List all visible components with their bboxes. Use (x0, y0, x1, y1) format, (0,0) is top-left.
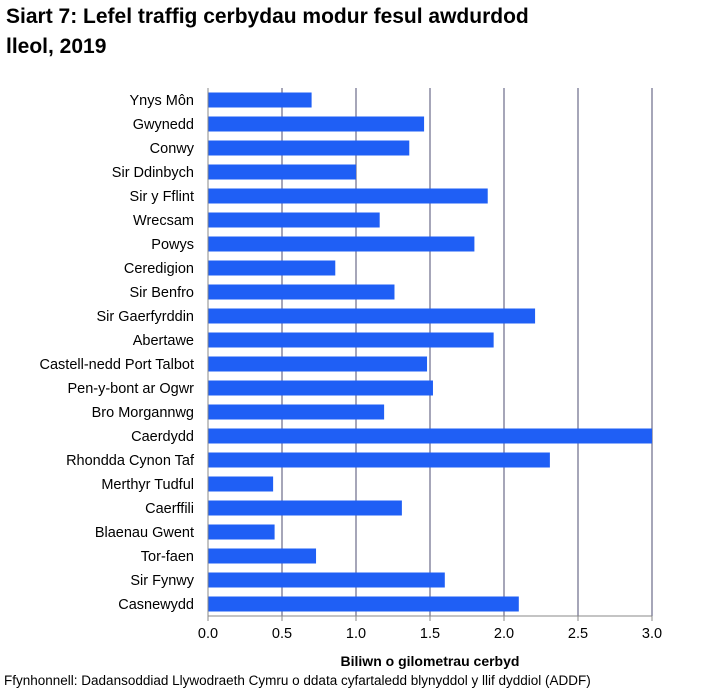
category-label: Wrecsam (133, 213, 194, 229)
category-label: Tor-faen (141, 549, 194, 565)
category-label: Ynys Môn (130, 93, 194, 109)
bar (208, 572, 445, 588)
bar (208, 452, 550, 468)
x-tick-label: 1.5 (420, 626, 440, 642)
category-label: Sir Benfro (130, 285, 194, 301)
chart-title-line-1: Siart 7: Lefel traffig cerbydau modur fe… (6, 5, 529, 28)
category-label: Sir Ddinbych (112, 165, 194, 181)
bar (208, 428, 652, 444)
source-note: Ffynhonnell: Dadansoddiad Llywodraeth Cy… (4, 673, 591, 688)
bar (208, 548, 317, 564)
bar (208, 284, 395, 300)
x-tick-label: 0.0 (198, 626, 218, 642)
x-tick-label: 1.0 (346, 626, 366, 642)
category-label: Bro Morgannwg (92, 405, 194, 421)
category-label: Merthyr Tudful (101, 477, 194, 493)
x-tick-label: 0.5 (272, 626, 292, 642)
bar (208, 596, 519, 612)
bar (208, 500, 402, 516)
bar (208, 476, 274, 492)
bar (208, 140, 410, 156)
bar (208, 92, 312, 108)
chart-title-line-2: lleol, 2019 (6, 35, 107, 58)
bar (208, 236, 475, 252)
category-label: Caerffili (145, 501, 194, 517)
bar (208, 260, 336, 276)
category-label: Abertawe (133, 333, 194, 349)
x-axis-label: Biliwn o gilometrau cerbyd (341, 653, 520, 669)
bar (208, 524, 275, 540)
bar (208, 188, 488, 204)
category-label: Caerdydd (131, 429, 194, 445)
x-tick-label: 2.0 (494, 626, 514, 642)
category-label: Powys (151, 237, 194, 253)
bar (208, 380, 433, 396)
category-label: Ceredigion (124, 261, 194, 277)
bar (208, 116, 425, 132)
category-label: Castell-nedd Port Talbot (40, 357, 195, 373)
category-label: Pen-y-bont ar Ogwr (67, 381, 194, 397)
bar (208, 356, 428, 372)
category-label: Conwy (150, 141, 195, 157)
bar (208, 164, 356, 180)
bar (208, 332, 494, 348)
category-label: Gwynedd (133, 117, 194, 133)
category-label: Casnewydd (118, 597, 194, 613)
x-tick-label: 2.5 (568, 626, 588, 642)
category-label: Sir Fynwy (130, 573, 194, 589)
category-label: Sir y Fflint (130, 189, 194, 205)
bar (208, 308, 536, 324)
category-label: Rhondda Cynon Taf (66, 453, 195, 469)
bar (208, 212, 380, 228)
bar (208, 404, 385, 420)
chart-title: Siart 7: Lefel traffig cerbydau modur fe… (6, 2, 706, 62)
category-label: Blaenau Gwent (95, 525, 194, 541)
category-label: Sir Gaerfyrddin (96, 309, 194, 325)
x-tick-label: 3.0 (642, 626, 662, 642)
